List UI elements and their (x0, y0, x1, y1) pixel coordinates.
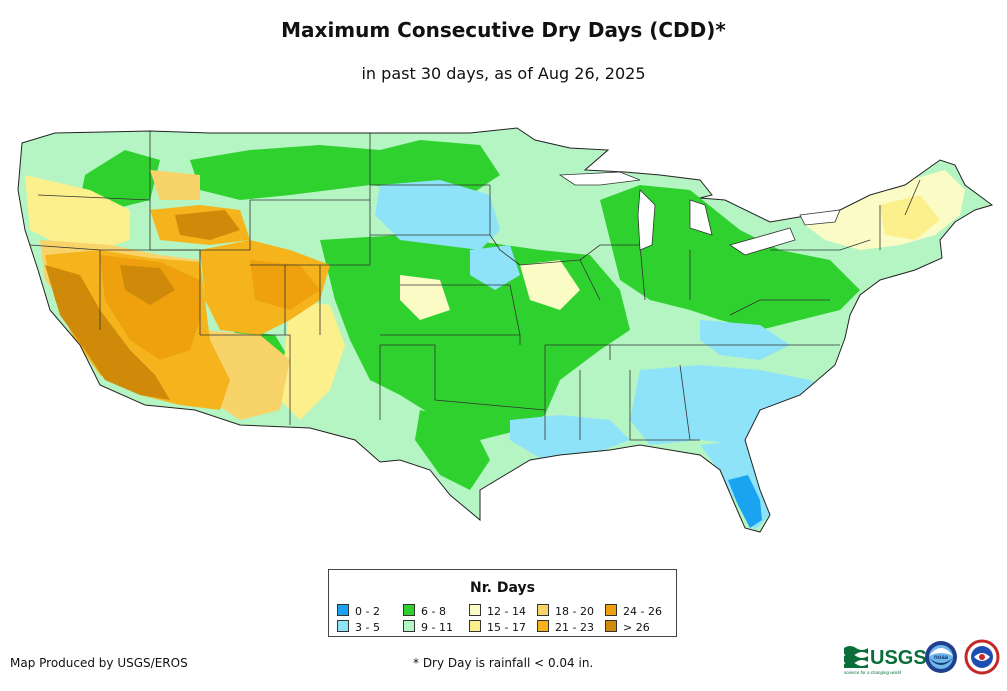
usgs-tagline: science for a changing world (844, 670, 902, 675)
cdd-over-26-region (45, 265, 170, 400)
legend-item-18-20: 18 - 20 (537, 604, 594, 618)
cdd-3-5-region (630, 365, 830, 445)
map-credit: Map Produced by USGS/EROS (10, 656, 188, 670)
cdd-12-14-region (400, 275, 450, 320)
cdd-3-5-region (510, 415, 630, 458)
map-subtitle: in past 30 days, as of Aug 26, 2025 (361, 64, 646, 83)
cdd-0-2-region (728, 475, 762, 528)
legend-item-0-2: 0 - 2 (337, 604, 380, 618)
noaa-logo: noaa (925, 641, 957, 673)
dry-day-footnote: * Dry Day is rainfall < 0.04 in. (413, 656, 594, 670)
noaa-wordmark: noaa (934, 655, 949, 661)
cdd-12-14-region (520, 260, 580, 310)
cdd-18-20-region (150, 170, 200, 200)
legend: Nr. Days 0 - 2 3 - 5 6 - 8 9 - 11 12 - 1… (328, 569, 677, 637)
state-boundaries (29, 131, 921, 441)
nws-logo (964, 639, 1000, 675)
great-lakes (558, 171, 841, 256)
usgs-logo: USGS science for a changing world (844, 646, 927, 675)
legend-item-over-26: > 26 (605, 620, 650, 634)
legend-swatch (469, 604, 481, 616)
legend-item-6-8: 6 - 8 (403, 604, 446, 618)
cdd-3-5-region (700, 320, 790, 360)
cdd-6-8-region (415, 410, 490, 490)
legend-swatch (605, 604, 617, 616)
cdd-3-5-region (470, 245, 520, 290)
cdd-over-26-region (175, 210, 240, 240)
map-title: Maximum Consecutive Dry Days (CDD)* (281, 18, 726, 42)
legend-item-15-17: 15 - 17 (469, 620, 526, 634)
cdd-15-17-region (880, 195, 940, 240)
legend-swatch (469, 620, 481, 632)
cdd-15-17-region (25, 175, 130, 250)
cdd-over-26-region (120, 265, 175, 305)
legend-item-24-26: 24 - 26 (605, 604, 662, 618)
legend-item-3-5: 3 - 5 (337, 620, 380, 634)
cdd-15-17-region (280, 300, 345, 420)
legend-swatch (337, 604, 349, 616)
legend-swatch (337, 620, 349, 632)
legend-item-9-11: 9 - 11 (403, 620, 453, 634)
agency-logos: USGS science for a changing world noaa (844, 639, 1000, 675)
legend-swatch (605, 620, 617, 632)
legend-swatch (537, 604, 549, 616)
legend-swatch (403, 620, 415, 632)
us-dry-days-map (17, 127, 993, 533)
legend-swatch (403, 604, 415, 616)
legend-item-12-14: 12 - 14 (469, 604, 526, 618)
cdd-3-5-region (375, 180, 500, 250)
usgs-wordmark: USGS (870, 647, 927, 669)
legend-title: Nr. Days (470, 580, 535, 596)
cdd-6-8-region (600, 185, 860, 330)
legend-swatch (537, 620, 549, 632)
legend-item-21-23: 21 - 23 (537, 620, 594, 634)
